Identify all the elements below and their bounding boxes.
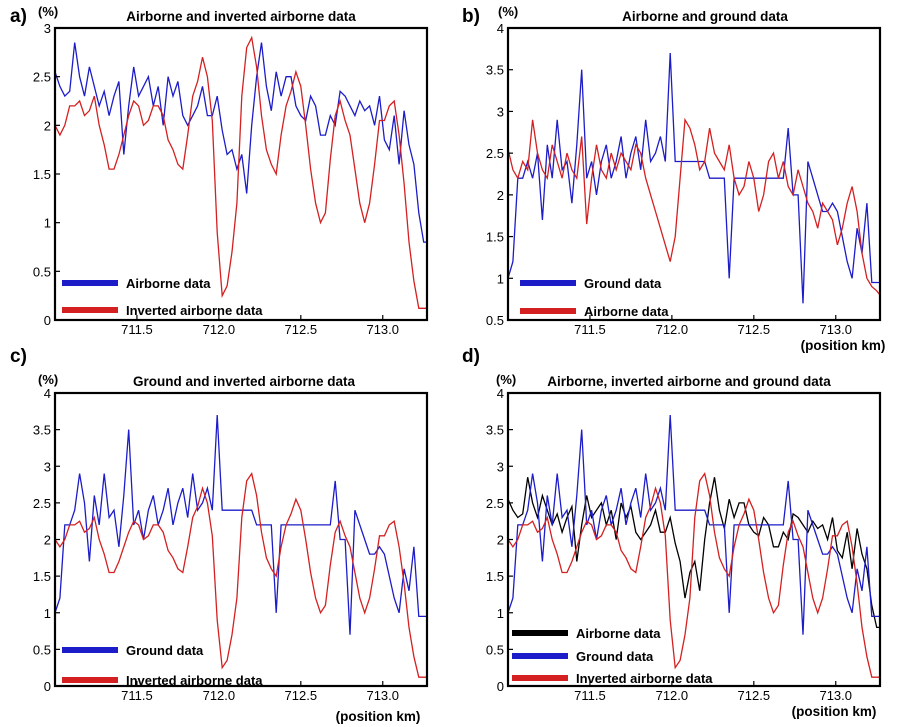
y-tick-label: 1 xyxy=(497,606,504,621)
x-tick-label: 712.5 xyxy=(285,688,318,703)
chart-panel-d: d) (%) Airborne, inverted airborne and gro… xyxy=(462,346,882,719)
x-tick-label: 712.0 xyxy=(656,322,689,337)
y-tick-label: 1.5 xyxy=(486,230,504,245)
series-line-airborne-data xyxy=(507,477,880,629)
plot-frame xyxy=(506,26,882,322)
y-tick-label: 2.5 xyxy=(33,496,51,511)
x-axis-label: (position km) xyxy=(336,709,421,724)
y-tick-label: 0.5 xyxy=(486,313,504,328)
legend-label: Airborne data xyxy=(126,276,211,291)
y-tick-label: 2.5 xyxy=(33,70,51,85)
x-tick-label: 712.5 xyxy=(285,322,318,337)
y-axis-label: (%) xyxy=(38,4,58,19)
y-tick-label: 0.5 xyxy=(486,642,504,657)
y-tick-label: 2 xyxy=(497,188,504,203)
series-line-airborne-data xyxy=(507,117,881,296)
legend-label: Ground data xyxy=(584,276,662,291)
y-tick-label: 0.5 xyxy=(33,642,51,657)
y-tick-label: 4 xyxy=(44,386,51,401)
chart-panel-a: a) (%) Airborne and inverted airborne data… xyxy=(10,4,429,337)
x-axis-label: (position km) xyxy=(801,338,886,353)
x-tick-label: 712.0 xyxy=(203,688,236,703)
legend-label: Ground data xyxy=(126,643,204,658)
chart-title: Airborne and inverted airborne data xyxy=(126,9,356,24)
x-tick-label: 711.5 xyxy=(121,688,153,703)
series-line-ground-data xyxy=(507,52,880,304)
y-tick-label: 3.5 xyxy=(33,423,51,438)
y-tick-label: 3 xyxy=(497,104,504,119)
x-tick-label: 711.5 xyxy=(574,322,606,337)
x-tick-label: 713.0 xyxy=(366,688,399,703)
y-tick-label: 3 xyxy=(44,21,51,36)
y-tick-label: 3.5 xyxy=(486,423,504,438)
y-tick-label: 0 xyxy=(497,679,504,694)
x-tick-label: 712.0 xyxy=(203,322,236,337)
chart-title: Ground and inverted airborne data xyxy=(133,374,356,389)
y-tick-label: 1.5 xyxy=(486,569,504,584)
y-tick-label: 2 xyxy=(497,533,504,548)
legend-label: Inverted airborne data xyxy=(576,671,713,686)
y-tick-label: 3.5 xyxy=(486,63,504,78)
y-tick-label: 1 xyxy=(497,271,504,286)
y-axis-label: (%) xyxy=(38,372,58,387)
x-tick-label: 712.0 xyxy=(656,688,689,703)
panel-label: b) xyxy=(462,6,480,27)
chart-panel-c: c) (%) Ground and inverted airborne data 0 0… xyxy=(10,346,429,724)
x-tick-label: 713.0 xyxy=(819,322,852,337)
series-line-ground-data xyxy=(507,414,880,635)
x-tick-label: 711.5 xyxy=(574,688,606,703)
y-tick-label: 1 xyxy=(44,216,51,231)
y-tick-label: 0 xyxy=(44,313,51,328)
legend-label: Airborne data xyxy=(584,304,669,319)
legend-label: Inverted airborne data xyxy=(126,673,263,688)
x-tick-label: 713.0 xyxy=(819,688,852,703)
y-tick-label: 2.5 xyxy=(486,496,504,511)
y-tick-label: 0 xyxy=(44,679,51,694)
plot-frame xyxy=(53,26,429,322)
y-tick-label: 2 xyxy=(44,118,51,133)
series-line-ground-data xyxy=(54,414,427,635)
y-tick-label: 4 xyxy=(497,21,504,36)
y-tick-label: 2 xyxy=(44,533,51,548)
y-tick-label: 3 xyxy=(44,459,51,474)
series-line-inverted-airborne-data xyxy=(54,35,427,309)
x-tick-label: 713.0 xyxy=(366,322,399,337)
y-tick-label: 1.5 xyxy=(33,167,51,182)
x-tick-label: 712.5 xyxy=(738,322,771,337)
panel-label: d) xyxy=(462,346,480,367)
y-tick-label: 1 xyxy=(44,606,51,621)
y-tick-label: 2.5 xyxy=(486,146,504,161)
panel-label: a) xyxy=(10,6,27,27)
legend-label: Inverted airborne data xyxy=(126,303,263,318)
panel-label: c) xyxy=(10,346,27,367)
legend-label: Airborne data xyxy=(576,626,661,641)
series-line-inverted-airborne-data xyxy=(507,471,880,678)
y-tick-label: 3 xyxy=(497,459,504,474)
chart-panel-b: b) (%) Airborne and ground data 0.5 1 1.5 2 2.5… xyxy=(462,4,885,353)
chart-title: Airborne and ground data xyxy=(622,9,788,24)
x-tick-label: 711.5 xyxy=(121,322,153,337)
y-tick-label: 1.5 xyxy=(33,569,51,584)
x-axis-label: (position km) xyxy=(792,704,877,719)
y-tick-label: 4 xyxy=(497,386,504,401)
series-line-inverted-airborne-data xyxy=(54,471,427,678)
y-axis-label: (%) xyxy=(498,4,518,19)
y-axis-label: (%) xyxy=(496,372,516,387)
x-tick-label: 712.5 xyxy=(738,688,771,703)
chart-title: Airborne, inverted airborne and ground d… xyxy=(547,374,831,389)
series-line-airborne-data xyxy=(54,42,427,243)
y-tick-label: 0.5 xyxy=(33,264,51,279)
legend-label: Ground data xyxy=(576,649,654,664)
